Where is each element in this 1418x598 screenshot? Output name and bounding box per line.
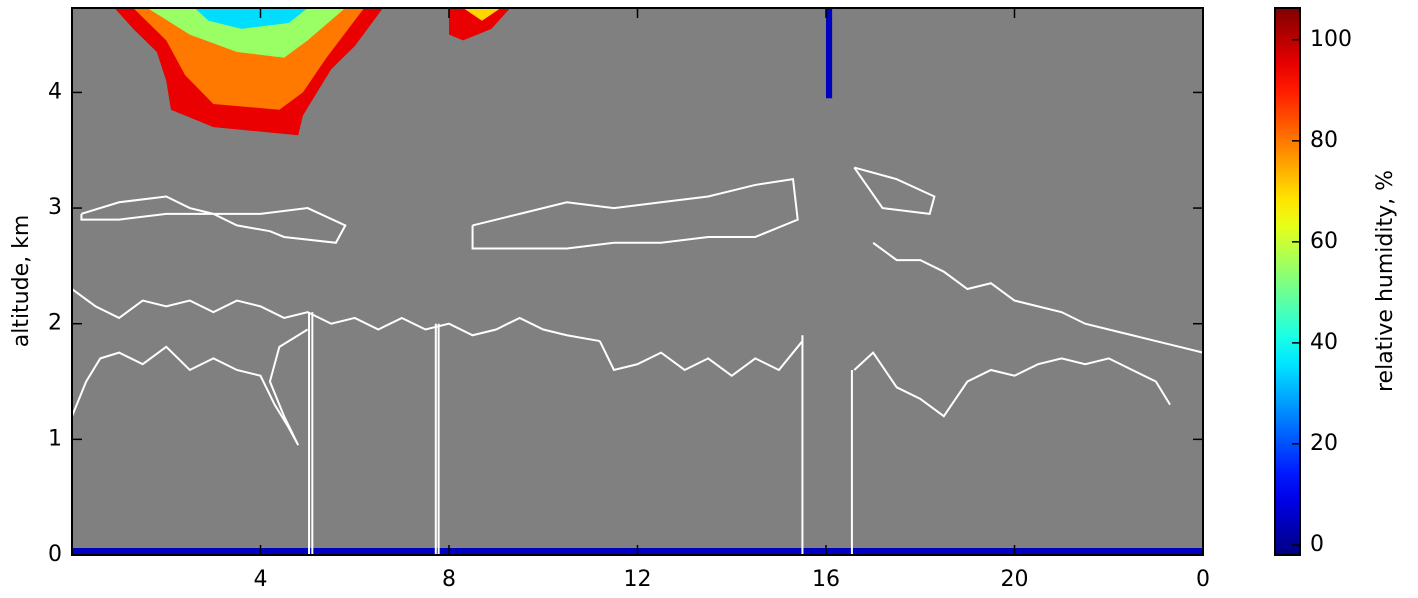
y-tick-label: 2 xyxy=(48,311,62,336)
y-tick-label: 0 xyxy=(48,542,62,567)
x-tick-label: 16 xyxy=(812,567,840,592)
colorbar-tick-label: 100 xyxy=(1310,27,1352,52)
y-tick-label: 3 xyxy=(48,195,62,220)
contour-line xyxy=(853,351,1171,418)
humidity-patch xyxy=(147,8,346,58)
x-tick-label: 0 xyxy=(1196,567,1210,592)
contour-line xyxy=(598,340,804,377)
contour-line xyxy=(471,178,799,250)
humidity-patch xyxy=(449,8,511,41)
colorbar-tick-label: 60 xyxy=(1310,229,1338,254)
contour-line xyxy=(80,195,347,244)
contour-line xyxy=(853,166,936,215)
x-tick-label: 8 xyxy=(442,567,456,592)
y-tick-label: 4 xyxy=(48,79,62,104)
colorbar-tick-label: 0 xyxy=(1310,532,1324,557)
x-tick-label: 12 xyxy=(624,567,652,592)
contour-line xyxy=(71,288,600,343)
colorbar-tick-label: 80 xyxy=(1310,128,1338,153)
y-axis-label: altitude, km xyxy=(9,215,34,348)
humidity-patch xyxy=(826,8,833,99)
contour-line xyxy=(71,328,309,446)
colorbar-label: relative humidity, % xyxy=(1373,170,1398,392)
x-tick-label: 20 xyxy=(1001,567,1029,592)
colorbar-tick-label: 40 xyxy=(1310,330,1338,355)
y-tick-label: 1 xyxy=(48,426,62,451)
colorbar xyxy=(1274,7,1301,556)
x-tick-label: 4 xyxy=(254,567,268,592)
humidity-patch xyxy=(194,8,308,29)
contour-line xyxy=(872,241,1204,354)
colorbar-tick-label: 20 xyxy=(1310,431,1338,456)
humidity-patch xyxy=(463,8,501,21)
